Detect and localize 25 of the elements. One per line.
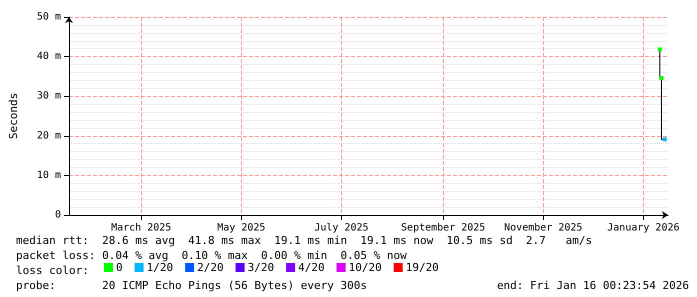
- y-tick-label: 0: [54, 210, 61, 220]
- text: packet loss: 0.04 % avg 0.10 % max 0.00 % min 0.05 % now: [16, 249, 407, 262]
- legend-label: 3/20: [248, 261, 274, 274]
- legend-label: 4/20: [298, 261, 325, 274]
- text: end: Fri Jan 16 00:23:54 2026: [496, 279, 689, 293]
- legend-label: 0: [116, 261, 123, 274]
- text: probe: 20 ICMP Echo Pings (56 Bytes) every 300s: [16, 279, 367, 293]
- legend-label: 10/20: [348, 261, 382, 274]
- x-tick-label: September 2025: [401, 222, 486, 234]
- y-axis-title: Seconds: [7, 92, 20, 140]
- y-tick-label: 30 m: [36, 90, 61, 102]
- y-tick-label: 10 m: [36, 170, 61, 181]
- x-tick-label: November 2025: [504, 222, 582, 234]
- x-tick-label: July 2025: [314, 222, 369, 234]
- x-tick-label: January 2026: [607, 222, 680, 234]
- y-tick-label: 50 m: [36, 12, 61, 22]
- text: loss color:: [16, 264, 89, 278]
- x-tick-label: March 2025: [111, 222, 172, 234]
- legend-label: 19/20: [406, 261, 439, 274]
- x-tick-label: May 2025: [217, 222, 266, 234]
- legend-label: 1/20: [146, 261, 174, 274]
- y-tick-label: 20 m: [36, 130, 61, 142]
- legend-label: 2/20: [197, 261, 224, 274]
- text: median rtt: 28.6 ms avg 41.8 ms max 19.1 ms min 19.1 ms now 10.5 ms sd 2.7 am/s: [16, 234, 592, 248]
- y-tick-label: 40 m: [36, 51, 61, 62]
